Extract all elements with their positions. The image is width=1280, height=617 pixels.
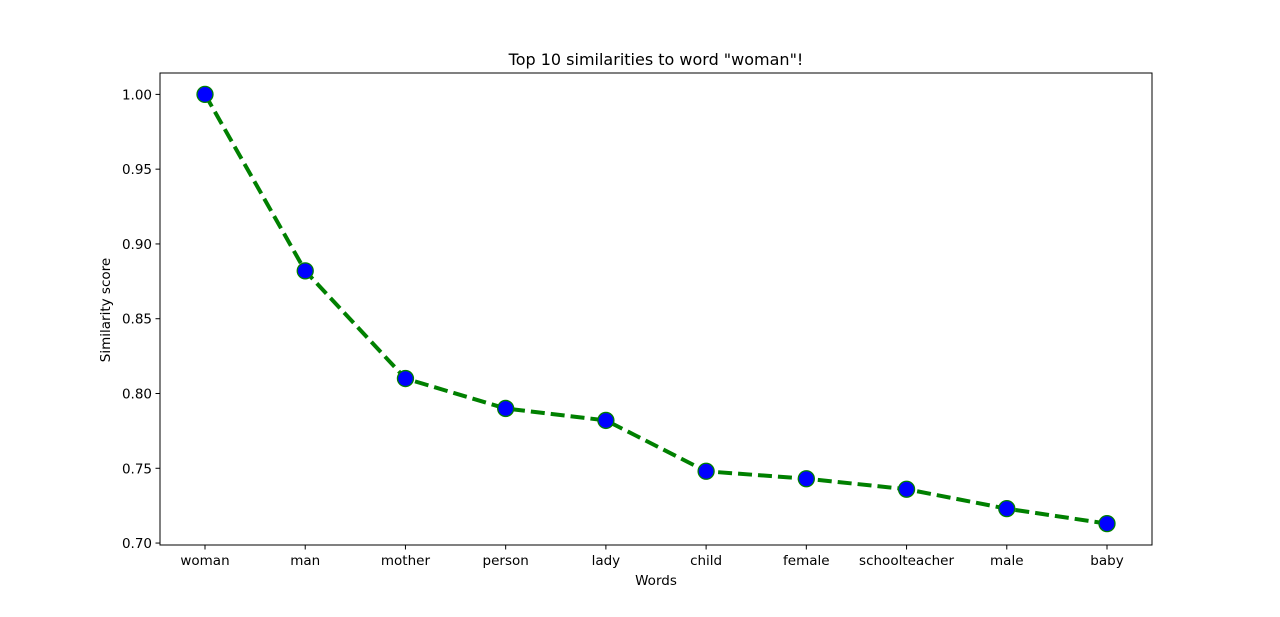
x-tick-label: person (483, 553, 529, 569)
data-point (797, 470, 815, 488)
y-tick-label: 0.95 (122, 162, 152, 178)
series-line (203, 93, 1108, 526)
x-tick-label: mother (381, 553, 431, 569)
x-tick-label: schoolteacher (859, 553, 954, 569)
data-point (897, 480, 916, 498)
y-tick-label: 0.85 (122, 312, 152, 328)
y-tick-label: 0.75 (122, 461, 152, 477)
y-tick-label: 0.70 (122, 536, 152, 552)
x-tick-label: baby (1090, 553, 1123, 569)
plot-area (159, 72, 1153, 546)
data-point (597, 411, 615, 430)
x-tick-label: female (783, 553, 830, 569)
data-point (998, 500, 1016, 518)
data-point (296, 262, 314, 280)
y-tick-label: 0.80 (122, 386, 152, 402)
x-axis: woman man mother person lady child female schoo… (180, 545, 1124, 569)
y-tick-label: 0.90 (122, 237, 152, 253)
y-axis-label: Similarity score (98, 258, 114, 362)
data-point (497, 399, 515, 418)
x-tick-label: child (690, 553, 722, 569)
chart-title: Top 10 similarities to word "woman"! (508, 50, 804, 69)
data-point (196, 85, 214, 104)
data-point (396, 369, 415, 388)
x-tick-label: lady (592, 553, 621, 569)
x-tick-label: male (990, 553, 1023, 569)
y-axis: 0.70 0.75 0.80 0.85 0.90 0.95 1.00 (122, 87, 160, 552)
data-markers (196, 85, 1116, 533)
data-point (697, 462, 715, 480)
data-point (1098, 514, 1116, 533)
x-axis-label: Words (635, 573, 677, 589)
y-tick-label: 1.00 (122, 87, 152, 103)
x-tick-label: woman (180, 553, 229, 569)
x-tick-label: man (290, 553, 320, 569)
